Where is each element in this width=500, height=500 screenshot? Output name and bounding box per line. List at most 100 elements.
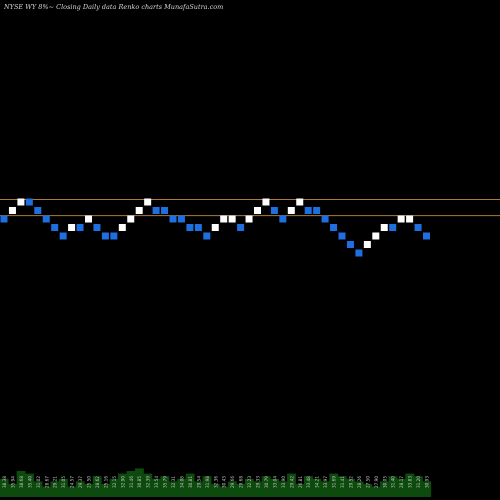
renko-brick xyxy=(177,215,185,223)
volume-label: 26.81 xyxy=(298,476,303,488)
renko-brick xyxy=(304,207,312,214)
renko-brick xyxy=(397,215,405,223)
volume-bar xyxy=(134,468,144,497)
renko-brick xyxy=(330,224,338,231)
volume-bar xyxy=(329,473,339,497)
volume-bar xyxy=(388,476,398,497)
renko-brick xyxy=(355,249,363,257)
volume-label: 31.41 xyxy=(340,476,345,488)
volume-bar xyxy=(177,478,187,497)
renko-bricks xyxy=(0,198,430,257)
renko-brick xyxy=(228,215,236,223)
renko-brick xyxy=(220,215,228,223)
volume-label: 33.48 xyxy=(306,476,311,488)
renko-brick xyxy=(270,207,278,214)
volume-label: 25.16 xyxy=(103,476,108,488)
chart-title: NYSE WY 8%~ Closing Daily data Renko cha… xyxy=(4,3,224,11)
volume-bar xyxy=(261,476,271,497)
renko-brick xyxy=(152,207,160,214)
volume-bar xyxy=(219,486,229,497)
volume-bar xyxy=(168,481,178,497)
renko-brick xyxy=(194,224,202,231)
volume-bar xyxy=(380,481,389,497)
volume-bar xyxy=(253,481,263,497)
volume-label: 28.17 xyxy=(399,476,404,488)
renko-brick xyxy=(406,215,414,223)
renko-brick xyxy=(110,232,118,240)
volume-bar xyxy=(320,481,330,497)
volume-label: 34.21 xyxy=(315,476,320,488)
renko-brick xyxy=(25,198,33,206)
volume-label: 28.62 xyxy=(95,476,100,488)
volume-label: 30.93 xyxy=(425,476,430,488)
volume-label: 29.37 xyxy=(78,476,83,488)
volume-label: 35.94 xyxy=(10,476,15,488)
renko-brick xyxy=(321,215,329,223)
volume-bar xyxy=(84,484,94,497)
renko-brick xyxy=(68,224,76,231)
volume-label: 31.69 xyxy=(332,476,337,488)
volume-label: 31.20 xyxy=(416,476,421,488)
volume-label: 35.79 xyxy=(163,476,168,488)
renko-brick xyxy=(279,215,287,223)
volume-bar xyxy=(58,478,68,497)
renko-brick xyxy=(59,232,67,240)
volume-bar xyxy=(67,486,77,497)
volume-label: 29.54 xyxy=(196,476,201,488)
volume-bar xyxy=(33,481,43,497)
volume-label: 34.08 xyxy=(179,476,184,488)
volume-label: 28.67 xyxy=(44,476,49,488)
renko-brick xyxy=(42,215,50,223)
renko-brick xyxy=(380,224,388,231)
volume-bar xyxy=(354,481,364,497)
renko-brick xyxy=(118,224,126,231)
renko-brick xyxy=(363,241,371,248)
volume-bar xyxy=(295,484,305,497)
volume-bar xyxy=(143,473,153,497)
volume-label: 30.81 xyxy=(188,476,193,488)
volume-bar xyxy=(118,473,127,497)
volume-label: 29.33 xyxy=(256,476,261,488)
volume-label: 29.52 xyxy=(348,476,353,488)
volume-bar xyxy=(160,476,170,497)
volume-label: 31.02 xyxy=(36,476,41,488)
volume-bar xyxy=(244,478,254,497)
renko-brick xyxy=(287,207,295,214)
volume-bar xyxy=(211,484,220,497)
volume-label: 30.43 xyxy=(222,476,227,488)
volume-bar xyxy=(185,473,195,497)
volume-label: 29.42 xyxy=(289,476,294,488)
volume-label: 38.38 xyxy=(2,476,7,488)
renko-brick xyxy=(346,241,354,248)
renko-brick xyxy=(76,224,84,231)
volume-bar xyxy=(270,478,280,497)
volume-bar xyxy=(101,484,111,497)
volume-bar xyxy=(371,486,381,497)
volume-label: 25.50 xyxy=(87,476,92,488)
volume-bar xyxy=(337,476,347,497)
volume-bar xyxy=(151,478,161,497)
renko-brick xyxy=(389,224,397,231)
volume-label: 31.46 xyxy=(129,476,134,488)
renko-brick xyxy=(51,224,59,231)
volume-bar xyxy=(8,484,18,497)
volume-bar xyxy=(312,478,322,497)
volume-label: 38.68 xyxy=(19,476,24,488)
volume-label: 31.05 xyxy=(61,476,66,488)
volume-label: 33.04 xyxy=(272,476,277,488)
volume-label: 32.36 xyxy=(213,476,218,488)
renko-brick xyxy=(169,215,177,223)
volume-bar xyxy=(0,478,9,497)
volume-label: 33.97 xyxy=(323,476,328,488)
renko-brick xyxy=(34,207,42,214)
volume-label: 29.68 xyxy=(239,476,244,488)
volume-bar xyxy=(194,481,203,497)
volume-label: 30.05 xyxy=(382,476,387,488)
renko-brick xyxy=(144,198,152,206)
volume-label: 31.98 xyxy=(205,476,210,488)
volume-bar xyxy=(42,486,51,497)
volume-bar xyxy=(236,484,246,497)
renko-brick xyxy=(338,232,346,240)
renko-brick xyxy=(245,215,253,223)
volume-label: 32.31 xyxy=(171,476,176,488)
